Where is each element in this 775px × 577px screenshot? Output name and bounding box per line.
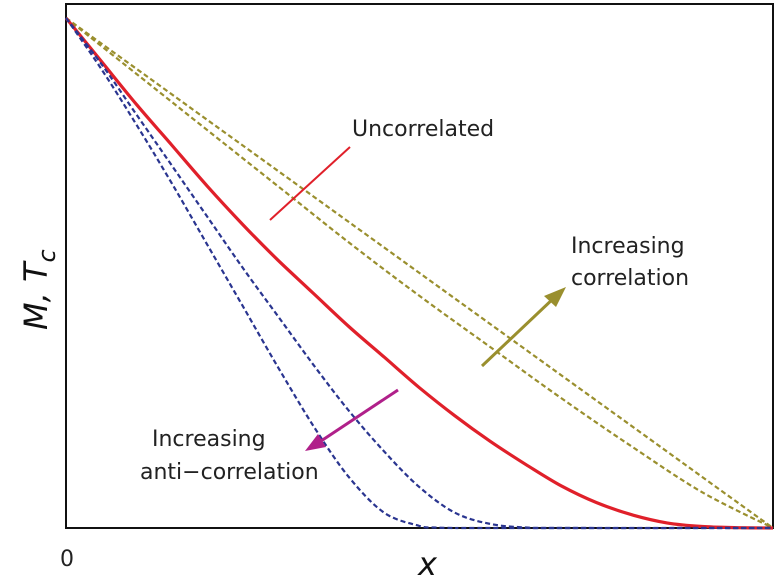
- series-line-correlated-1: [65, 17, 774, 529]
- y-axis-label-subscript: c: [33, 249, 61, 262]
- uncorrelated-pointer: [269, 146, 351, 221]
- correlation-arrow: [480, 294, 558, 368]
- increasing-correlation-label-line1: Increasing: [571, 234, 685, 259]
- series-line-anti-correlated-4: [65, 17, 773, 530]
- uncorrelated-label: Uncorrelated: [352, 117, 494, 142]
- plot-frame: [65, 3, 774, 529]
- increasing-correlation-label-line2: correlation: [571, 266, 689, 291]
- correlation-arrowhead: [544, 287, 566, 307]
- series-line-uncorrelated-2: [64, 16, 774, 530]
- y-axis-label-main: M, T: [17, 260, 55, 330]
- series-line-correlated-0: [65, 17, 774, 529]
- increasing-anti-correlation-label-line1: Increasing: [152, 427, 266, 452]
- x-axis-label: x: [417, 545, 438, 577]
- increasing-anti-correlation-label-line2: anti−correlation: [140, 460, 319, 485]
- x-tick-label-0: 0: [60, 547, 74, 572]
- anti-correlation-arrow: [317, 388, 399, 445]
- annotation-layer: Uncorrelated Increasing correlation Incr…: [140, 117, 689, 485]
- anti-correlation-arrowhead: [305, 434, 326, 451]
- series-layer: [64, 16, 774, 530]
- y-axis-label: M, Tc: [17, 249, 61, 330]
- y-axis-label-group: M, Tc: [17, 249, 61, 330]
